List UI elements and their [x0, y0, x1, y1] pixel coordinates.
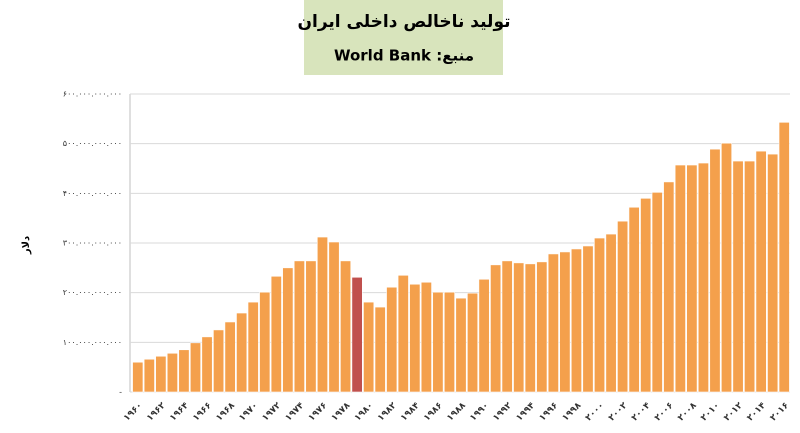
bar	[767, 153, 779, 393]
x-tick-label: ۱۹۶۸	[214, 400, 237, 423]
bar	[663, 181, 675, 393]
bar	[778, 122, 790, 393]
x-tick-label: ۱۹۸۰	[353, 401, 376, 424]
x-tick-label: ۱۹۶۰	[122, 401, 145, 424]
bar	[570, 248, 582, 393]
bar	[155, 355, 167, 393]
y-tick-label: ۴۰۰.۰۰۰.۰۰۰.۰۰۰	[63, 189, 122, 198]
x-tick-label: ۱۹۷۸	[330, 400, 353, 423]
bar	[674, 164, 686, 393]
x-tick-label: ۱۹۷۴	[284, 400, 307, 423]
bar	[490, 264, 502, 393]
bar	[143, 358, 155, 393]
bar	[397, 274, 409, 393]
bar	[224, 321, 236, 393]
y-tick-label: -	[119, 388, 122, 397]
bar	[443, 291, 455, 393]
bar	[374, 306, 386, 393]
bar	[409, 283, 421, 393]
bar	[582, 245, 594, 393]
x-tick-label: ۱۹۷۰	[237, 401, 260, 424]
x-tick-label: ۲۰۱۴	[745, 400, 768, 423]
bar	[386, 286, 398, 393]
bar	[432, 291, 444, 393]
x-tick-label: ۱۹۹۸	[561, 400, 584, 423]
x-tick-label: ۱۹۶۲	[145, 400, 168, 423]
title-box	[304, 0, 503, 75]
x-tick-label: ۱۹۹۰	[468, 401, 491, 424]
x-tick-label: ۱۹۸۸	[445, 400, 468, 423]
x-tick-label: ۲۰۱۰	[699, 401, 722, 424]
x-tick-label: ۲۰۰۸	[676, 400, 699, 423]
bar	[547, 253, 559, 393]
y-axis-label: دلار	[21, 236, 32, 255]
bar	[282, 267, 294, 393]
bar	[651, 192, 663, 393]
bar	[259, 291, 271, 393]
bar	[293, 260, 305, 393]
bar	[189, 342, 201, 393]
x-tick-label: ۱۹۸۶	[422, 401, 445, 424]
y-tick-label: ۵۰۰.۰۰۰.۰۰۰.۰۰۰	[63, 139, 122, 148]
bar	[166, 352, 178, 393]
bar	[536, 261, 548, 393]
bar	[709, 148, 721, 393]
x-tick-label: ۲۰۱۶	[769, 401, 792, 424]
x-tick-label: ۱۹۹۶	[538, 401, 561, 424]
x-tick-label: ۱۹۹۲	[491, 400, 514, 423]
bar	[501, 260, 513, 393]
bar	[363, 301, 375, 393]
x-tick-label: ۱۹۷۲	[261, 400, 284, 423]
bar	[467, 292, 479, 393]
x-tick-label: ۲۰۰۶	[653, 401, 676, 424]
bar	[213, 329, 225, 393]
x-tick-label: ۲۰۰۲	[607, 400, 630, 423]
bar	[721, 142, 733, 393]
bar	[732, 160, 744, 393]
x-tick-label: ۱۹۹۴	[515, 400, 538, 423]
bar	[605, 233, 617, 393]
bar	[316, 236, 328, 393]
bar	[132, 361, 144, 393]
chart-title: تولید ناخالص داخلی ایران	[298, 12, 511, 32]
bar	[328, 241, 340, 393]
bar	[178, 349, 190, 393]
bar	[594, 237, 606, 393]
bar	[236, 312, 248, 393]
bar	[351, 276, 363, 393]
bar	[744, 160, 756, 393]
bar	[617, 220, 629, 393]
bar	[455, 297, 467, 393]
x-tick-label: ۱۹۶۶	[191, 401, 214, 424]
y-tick-label: ۱۰۰.۰۰۰.۰۰۰.۰۰۰	[63, 338, 122, 347]
bar	[247, 301, 259, 393]
x-tick-label: ۱۹۷۶	[307, 401, 330, 424]
bar	[513, 262, 525, 393]
bar	[559, 251, 571, 393]
bar	[305, 260, 317, 393]
bar	[686, 164, 698, 393]
bar	[628, 206, 640, 393]
x-tick-label: ۱۹۶۴	[168, 400, 191, 423]
y-tick-label: ۶۰۰.۰۰۰.۰۰۰.۰۰۰	[63, 90, 122, 99]
bar	[270, 275, 282, 393]
chart-subtitle: منبع: World Bank	[334, 47, 474, 65]
bar	[340, 260, 352, 393]
x-tick-label: ۲۰۰۰	[584, 401, 607, 424]
bar	[755, 150, 767, 393]
x-tick-label: ۲۰۱۲	[722, 400, 745, 423]
x-tick-label: ۱۹۸۴	[399, 400, 422, 423]
bar	[697, 162, 709, 393]
bar	[640, 198, 652, 393]
x-tick-label: ۱۹۸۲	[376, 400, 399, 423]
bar	[420, 281, 432, 393]
y-tick-label: ۲۰۰.۰۰۰.۰۰۰.۰۰۰	[63, 288, 122, 297]
bar	[201, 336, 213, 393]
x-tick-label: ۲۰۰۴	[630, 400, 653, 423]
bar	[478, 278, 490, 393]
y-tick-label: ۳۰۰.۰۰۰.۰۰۰.۰۰۰	[63, 239, 122, 248]
bar	[524, 263, 536, 393]
